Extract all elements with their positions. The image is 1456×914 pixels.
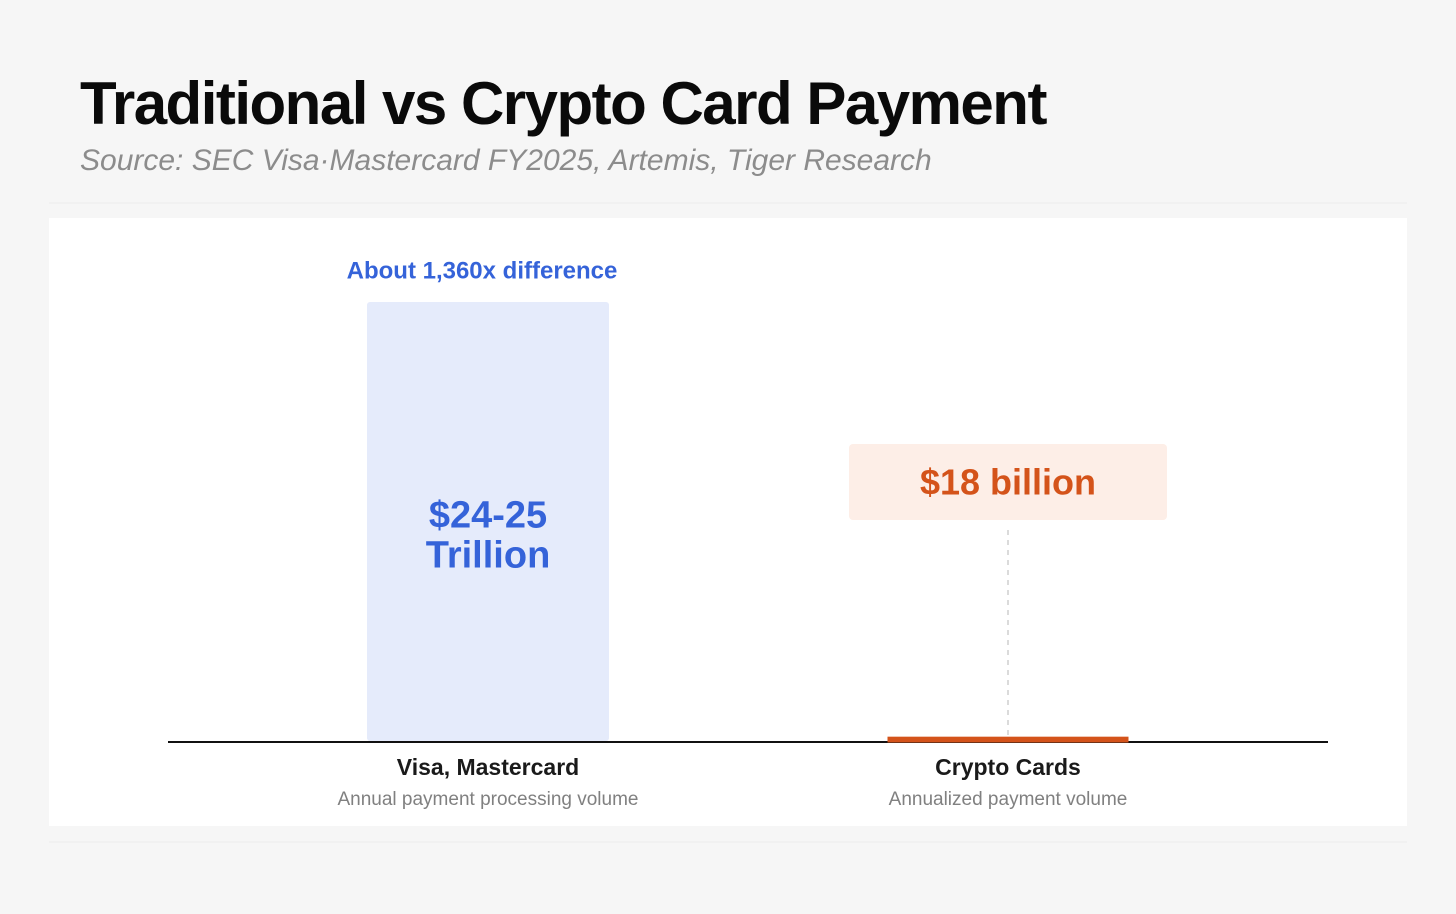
bar (367, 302, 609, 741)
chart-title: Traditional vs Crypto Card Payment (80, 70, 1047, 137)
category-description: Annual payment processing volume (337, 789, 638, 810)
bar (887, 736, 1129, 743)
x-tick-label: Visa, Mastercard (397, 754, 579, 780)
plot-card (49, 218, 1407, 826)
value-label-box (849, 444, 1167, 520)
value-label: $24-25 Trillion (426, 495, 551, 577)
annotation: About 1,360x difference (347, 257, 618, 284)
x-tick-label: Crypto Cards (935, 754, 1081, 780)
value-label: $18 billion (920, 462, 1096, 503)
chart-subtitle: Source: SEC Visa·Mastercard FY2025, Arte… (80, 144, 932, 177)
category-description: Annualized payment volume (889, 789, 1128, 810)
